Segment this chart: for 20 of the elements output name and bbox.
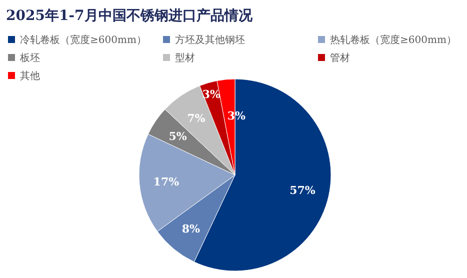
data-label: 5% bbox=[168, 130, 188, 144]
legend-item: 型材 bbox=[163, 53, 195, 64]
legend-item: 冷轧卷板（宽度≥600mm） bbox=[8, 35, 146, 46]
data-label: 57% bbox=[290, 184, 316, 198]
legend-item: 其他 bbox=[8, 71, 40, 82]
legend-label: 板坯 bbox=[19, 52, 40, 64]
legend-label: 其他 bbox=[20, 70, 40, 82]
legend-item: 管材 bbox=[318, 53, 350, 64]
chart-title: 2025年1-7月中国不锈钢进口产品情况 bbox=[6, 7, 254, 24]
legend-label: 冷轧卷板（宽度≥600mm） bbox=[20, 34, 146, 46]
legend-label: 型材 bbox=[175, 52, 195, 64]
data-label: 7% bbox=[187, 112, 206, 125]
legend-label: 热轧卷板（宽度≥600mm） bbox=[330, 34, 456, 46]
data-label: 17% bbox=[153, 176, 180, 189]
legend-item: 板坯 bbox=[8, 53, 40, 64]
legend-item: 热轧卷板（宽度≥600mm） bbox=[318, 35, 456, 46]
legend-label: 管材 bbox=[330, 52, 350, 64]
legend-label: 方坯及其他钢坯 bbox=[175, 34, 245, 46]
data-label: 8% bbox=[182, 222, 201, 236]
legend-item: 方坯及其他钢坯 bbox=[163, 35, 245, 46]
